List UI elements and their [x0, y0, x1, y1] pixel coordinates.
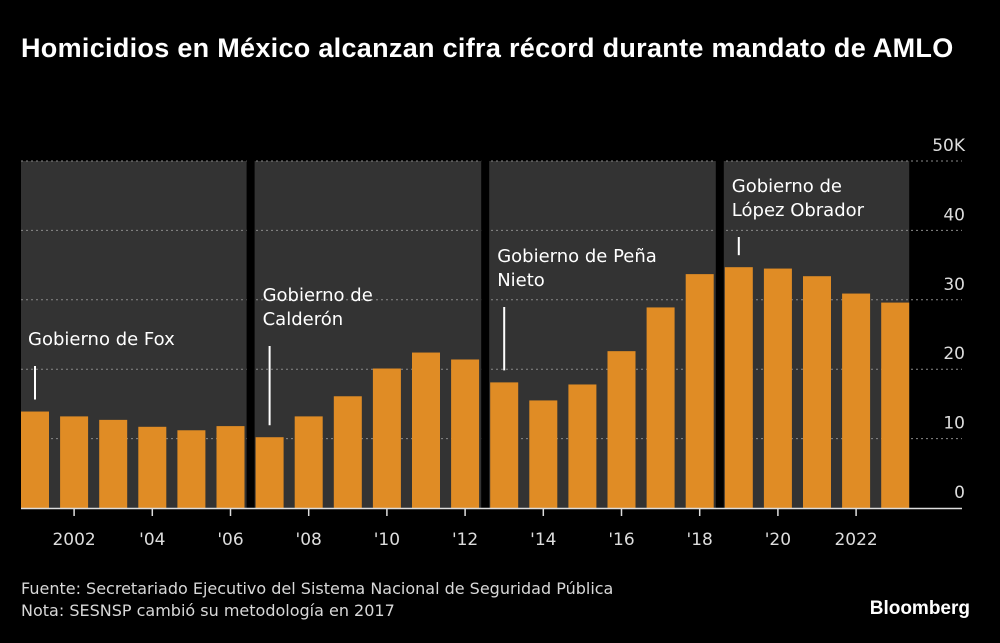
- bar-2023: [881, 302, 910, 508]
- bar-2001: [21, 411, 49, 508]
- period-separator: [715, 159, 724, 508]
- bar-2017: [646, 307, 675, 508]
- x-tick-label: '10: [374, 530, 400, 550]
- period-shade: [250, 161, 485, 508]
- bar-2012: [451, 359, 480, 508]
- bar-2007: [255, 437, 284, 508]
- bar-2014: [529, 400, 558, 508]
- x-tick-label: '06: [217, 530, 243, 550]
- x-tick-label: '16: [608, 530, 634, 550]
- bar-2011: [412, 352, 440, 508]
- bar-2003: [99, 419, 128, 508]
- bar-2010: [372, 368, 401, 508]
- source-note: Fuente: Secretariado Ejecutivo del Siste…: [21, 579, 614, 598]
- bar-2002: [60, 416, 89, 508]
- x-tick-label: '08: [296, 530, 322, 550]
- x-tick-label: '04: [139, 530, 165, 550]
- x-tick-label: '12: [452, 530, 478, 550]
- x-tick-label: '20: [765, 530, 791, 550]
- period-shade: [21, 161, 250, 508]
- bar-2020: [763, 268, 792, 508]
- y-tick-label: 50K: [932, 136, 966, 156]
- period-label: López Obrador: [732, 200, 865, 221]
- period-separator: [246, 159, 255, 508]
- period-shade: [485, 161, 719, 508]
- bar-2022: [842, 293, 871, 508]
- period-separator: [481, 159, 490, 508]
- bar-2008: [294, 416, 323, 508]
- bar-2015: [568, 384, 597, 508]
- period-label: Gobierno de: [263, 285, 373, 306]
- bar-2021: [803, 276, 831, 508]
- period-label: Gobierno de Peña: [497, 246, 657, 267]
- x-tick-label: 2002: [52, 530, 95, 550]
- y-tick-label: 10: [943, 414, 965, 434]
- bar-2019: [724, 267, 753, 508]
- bar-2018: [685, 274, 714, 508]
- bar-2009: [333, 396, 362, 508]
- footer: Fuente: Secretariado Ejecutivo del Siste…: [21, 578, 613, 622]
- y-tick-label: 20: [943, 344, 965, 364]
- x-tick-label: '18: [687, 530, 713, 550]
- x-tick-label: '14: [530, 530, 556, 550]
- period-label: Nieto: [497, 270, 545, 291]
- period-label: Gobierno de Fox: [28, 329, 175, 350]
- y-tick-label: 40: [943, 205, 965, 225]
- bloomberg-logo: Bloomberg: [869, 598, 970, 619]
- period-label: Gobierno de: [732, 176, 842, 197]
- bar-2016: [607, 351, 636, 508]
- bar-2013: [490, 382, 519, 508]
- y-tick-label: 30: [943, 275, 965, 295]
- x-tick-label: 2022: [834, 530, 877, 550]
- chart-title: Homicidios en México alcanzan cifra réco…: [21, 33, 954, 63]
- bar-2004: [138, 426, 167, 508]
- y-tick-label: 0: [954, 483, 965, 503]
- period-label: Calderón: [263, 309, 344, 330]
- bar-2005: [177, 430, 206, 508]
- methodology-note: Nota: SESNSP cambió su metodología en 20…: [21, 601, 395, 620]
- bar-2006: [216, 426, 245, 508]
